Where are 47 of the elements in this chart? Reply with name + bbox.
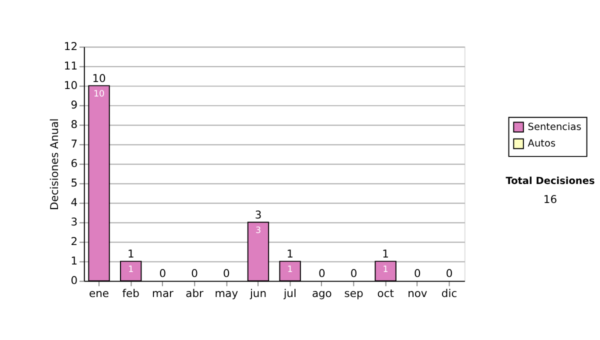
total-label: 0 <box>446 266 453 280</box>
y-tick-label: 1 <box>70 254 78 268</box>
total-label: 3 <box>254 208 262 222</box>
data-label: 10 <box>93 89 105 100</box>
total-label: 0 <box>159 266 166 280</box>
y-tick-label: 3 <box>70 216 78 229</box>
y-tick-label: 2 <box>70 235 78 248</box>
data-label: 1 <box>287 265 293 276</box>
total-label: 0 <box>414 266 422 280</box>
x-tick-label: mar <box>152 286 174 300</box>
total-label: 1 <box>286 247 294 260</box>
x-tick-label: abr <box>186 286 204 300</box>
legend-label: Autos <box>528 138 556 150</box>
data-label: 3 <box>255 226 262 236</box>
y-axis-title: Decisiones Anual <box>48 118 62 210</box>
y-tick-label: 7 <box>70 138 78 151</box>
data-label: 1 <box>128 265 134 276</box>
y-tick-label: 8 <box>70 118 78 132</box>
x-tick-label: ene <box>89 286 110 300</box>
y-tick-label: 11 <box>64 60 78 73</box>
y-tick-label: 5 <box>70 176 78 190</box>
y-tick-label: 12 <box>64 40 78 54</box>
text: 16 <box>543 192 558 206</box>
y-tick-label: 10 <box>64 79 78 92</box>
y-tick-label: 4 <box>70 196 78 210</box>
x-tick-label: dic <box>441 286 458 300</box>
x-tick-label: jun <box>248 286 267 300</box>
x-tick-label: jul <box>282 286 296 300</box>
total-label: 1 <box>382 247 389 260</box>
total-label: 1 <box>127 247 134 260</box>
y-tick-label: 0 <box>70 274 78 288</box>
x-tick-label: nov <box>408 286 428 300</box>
x-tick-label: oct <box>377 286 394 300</box>
total-label: 0 <box>191 266 198 280</box>
y-tick-label: 9 <box>70 98 78 112</box>
text: Total Decisiones <box>506 176 595 188</box>
x-tick-label: feb <box>122 286 140 300</box>
y-tick-label: 6 <box>70 157 78 170</box>
x-tick-label: may <box>214 286 239 300</box>
x-tick-label: ago <box>312 286 332 300</box>
total-label: 0 <box>222 266 230 280</box>
total-label: 0 <box>350 266 358 280</box>
data-label: 1 <box>382 265 388 276</box>
legend-label: Sentencias <box>528 122 582 134</box>
total-label: 0 <box>318 266 326 280</box>
x-tick-label: sep <box>344 286 364 300</box>
total-label: 10 <box>92 72 106 85</box>
